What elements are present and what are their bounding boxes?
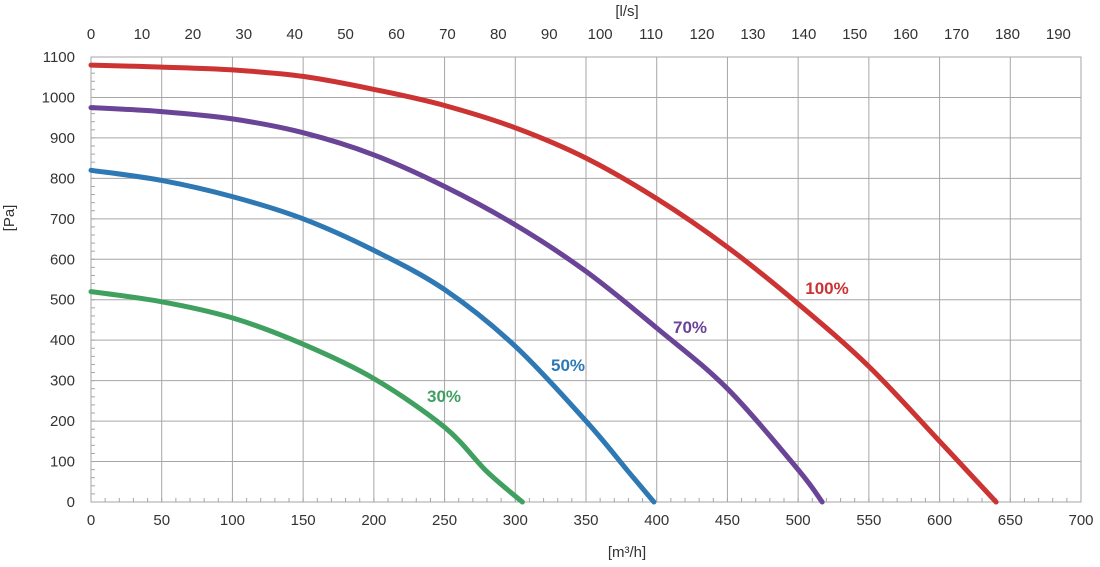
- y-tick-label: 300: [50, 373, 75, 390]
- x2-tick-label: 20: [184, 26, 201, 43]
- x-tick-label: 200: [361, 512, 386, 529]
- y-tick-label: 900: [50, 130, 75, 147]
- x2-tick-label: 190: [1046, 26, 1071, 43]
- x2-tick-label: 180: [995, 26, 1020, 43]
- y-tick-label: 700: [50, 211, 75, 228]
- y-tick-label: 200: [50, 413, 75, 430]
- series-label-70pct: 70%: [673, 318, 707, 337]
- y-tick-label: 1100: [43, 49, 75, 66]
- series-layer: [88, 62, 999, 505]
- series-line-100pct: [88, 62, 999, 505]
- series-line-50pct: [88, 167, 657, 505]
- series-label-100pct: 100%: [805, 279, 848, 298]
- x2-tick-label: 30: [235, 26, 252, 43]
- y-tick-labels: 0 100 200 300 400 500 600 700 800 900 1000 1100: [42, 49, 75, 511]
- x-tick-labels: 0 50 100 150 200 250 300 350 400 450 500 550 600 650 7…: [87, 512, 1094, 529]
- x-tick-label: 500: [786, 512, 811, 529]
- x2-tick-label: 170: [944, 26, 969, 43]
- x2-tick-label: 150: [842, 26, 867, 43]
- x-tick-label: 250: [432, 512, 457, 529]
- x2-tick-label: 140: [791, 26, 816, 43]
- x2-tick-label: 40: [286, 26, 303, 43]
- x-tick-label: 300: [503, 512, 528, 529]
- y-tick-label: 1000: [42, 89, 75, 106]
- x2-tick-label: 110: [639, 26, 663, 43]
- x2-tick-label: 10: [134, 26, 151, 43]
- x-tick-label: 650: [998, 512, 1023, 529]
- x-tick-label: 700: [1068, 512, 1093, 529]
- y-tick-label: 0: [67, 494, 75, 511]
- x2-tick-label: 130: [740, 26, 765, 43]
- y-tick-label: 500: [50, 292, 75, 309]
- x2-tick-label: 160: [893, 26, 918, 43]
- x-tick-label: 450: [715, 512, 740, 529]
- y-tick-label: 600: [50, 251, 75, 268]
- x-tick-label: 0: [87, 512, 95, 529]
- x2-tick-label: 100: [588, 26, 613, 43]
- x2-tick-label: 90: [541, 26, 558, 43]
- x2-tick-label: 60: [388, 26, 405, 43]
- series-line-30pct: [88, 289, 525, 505]
- x2-tick-label: 120: [689, 26, 714, 43]
- series-labels: 100% 70% 50% 30%: [427, 279, 849, 406]
- x2-tick-label: 50: [337, 26, 354, 43]
- x-tick-label: 550: [856, 512, 881, 529]
- x-tick-label: 400: [644, 512, 669, 529]
- series-line-70pct: [88, 105, 825, 505]
- x-tick-label: 600: [927, 512, 952, 529]
- y-tick-label: 100: [50, 454, 75, 471]
- y-tick-label: 400: [50, 332, 75, 349]
- x2-tick-label: 80: [490, 26, 507, 43]
- x-tick-label: 150: [291, 512, 316, 529]
- x2-tick-label: 70: [439, 26, 456, 43]
- x-tick-label: 350: [573, 512, 598, 529]
- x2-tick-label: 0: [87, 26, 95, 43]
- x-tick-label: 50: [153, 512, 170, 529]
- x-axis-title: [m³/h]: [608, 544, 646, 561]
- y-axis-title: [Pa]: [1, 205, 18, 232]
- x-tick-label: 100: [220, 512, 245, 529]
- series-label-30pct: 30%: [427, 387, 461, 406]
- x2-tick-labels: 0 10 20 30 40 50 60 70 80 90 100 110 120 130 140 150 160…: [87, 26, 1071, 43]
- series-label-50pct: 50%: [551, 356, 585, 375]
- y-tick-label: 800: [50, 170, 75, 187]
- x2-axis-title: [l/s]: [615, 3, 638, 20]
